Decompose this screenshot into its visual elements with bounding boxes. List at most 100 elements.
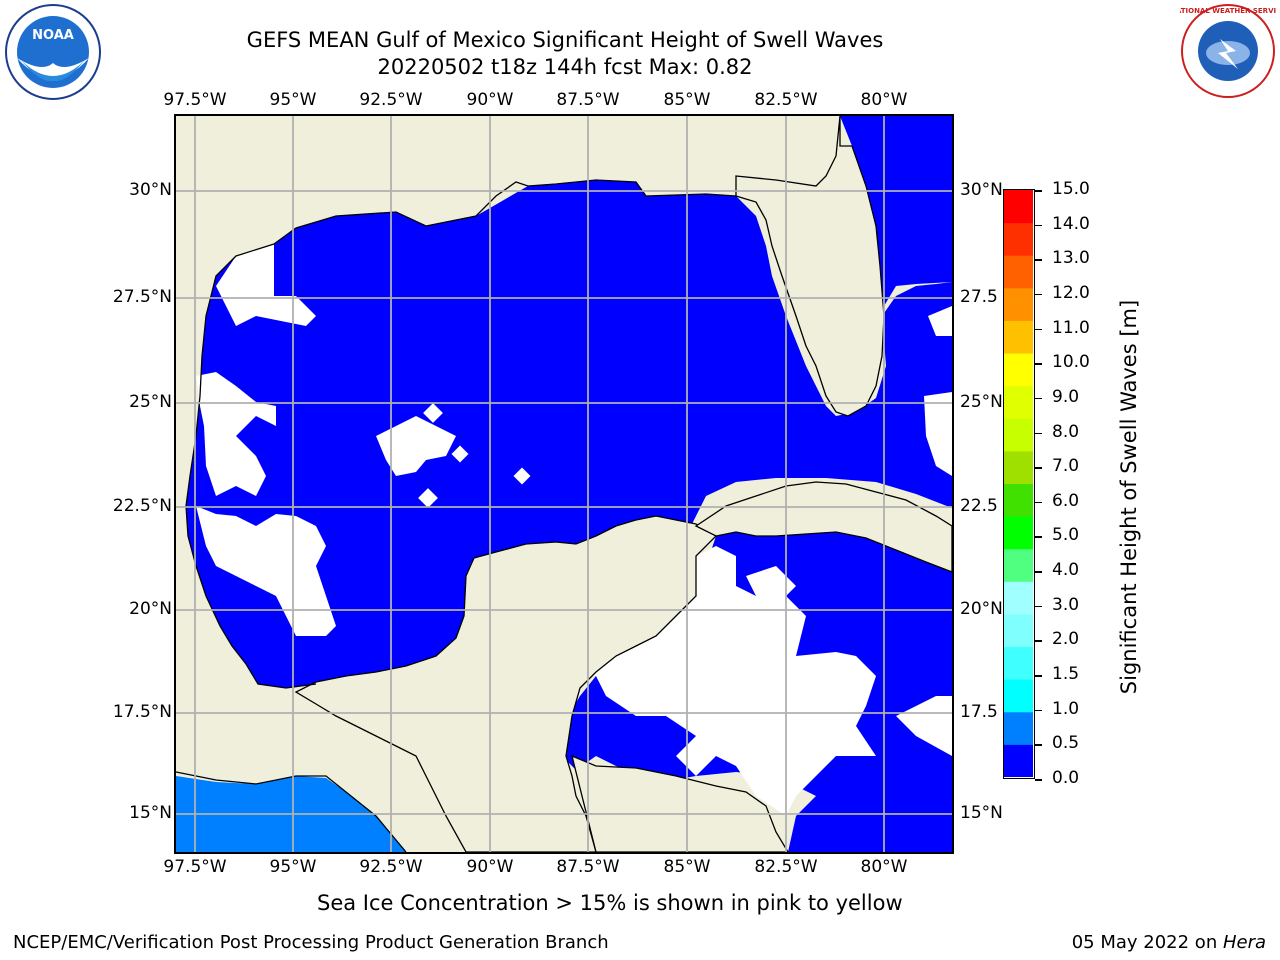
colorbar-tick-mark (1035, 224, 1042, 227)
lon-tick-bottom: 97.5°W (163, 857, 227, 877)
colorbar-tick-label: 1.5 (1052, 664, 1080, 685)
colorbar-tick-mark (1035, 744, 1042, 746)
nws-logo: NATIONAL WEATHER SERVICE (1170, 3, 1280, 99)
colorbar-tick-label: 7.0 (1052, 456, 1080, 477)
svg-text:NATIONAL WEATHER SERVICE: NATIONAL WEATHER SERVICE (1180, 7, 1276, 15)
colorbar-tick-label: 9.0 (1052, 386, 1080, 407)
colorbar-swatch (1004, 450, 1033, 484)
colorbar-swatch (1004, 418, 1033, 452)
lat-tick-left: 17.5°N (112, 702, 172, 722)
gulf-wave-field (186, 180, 952, 688)
lon-tick-bottom: 82.5°W (754, 857, 818, 877)
colorbar-swatch (1004, 483, 1033, 517)
lat-tick-right: 25°N (960, 392, 1003, 412)
colorbar-swatch (1004, 190, 1033, 224)
colorbar-tick-label: 8.0 (1052, 421, 1080, 442)
colorbar-tick-mark (1035, 467, 1042, 469)
colorbar-tick-mark (1035, 293, 1042, 296)
lat-tick-left: 25°N (129, 392, 172, 412)
colorbar-swatch (1004, 679, 1033, 713)
lon-tick-bottom: 95°W (269, 857, 317, 877)
colorbar-swatch (1004, 744, 1033, 778)
colorbar-swatch (1004, 516, 1033, 550)
pacific-coastline (175, 771, 407, 853)
lon-tick-top: 82.5°W (754, 90, 818, 110)
colorbar-tick-mark (1035, 328, 1042, 331)
lat-tick-right: 30°N (960, 180, 1003, 200)
chart-title-line2: 20220502 t18z 144h fcst Max: 0.82 (377, 55, 753, 79)
colorbar-tick-mark (1035, 605, 1042, 608)
colorbar-swatch (1004, 646, 1033, 680)
lat-tick-left: 27.5°N (112, 287, 172, 307)
colorbar-swatch (1004, 222, 1033, 256)
lon-tick-bottom: 90°W (466, 857, 514, 877)
colorbar-tick-mark (1035, 640, 1042, 642)
colorbar-tick-mark (1035, 709, 1042, 712)
footer-left: NCEP/EMC/Verification Post Processing Pr… (13, 932, 609, 953)
colorbar-tick-mark (1035, 779, 1042, 781)
colorbar-tick-label: 3.0 (1052, 594, 1080, 615)
colorbar-swatch (1004, 255, 1033, 289)
colorbar-tick-label: 12.0 (1052, 282, 1090, 303)
colorbar-tick-mark (1035, 675, 1042, 677)
colorbar-tick-mark (1035, 397, 1042, 400)
lon-tick-bottom: 87.5°W (556, 857, 620, 877)
colorbar-tick-label: 1.0 (1052, 698, 1080, 719)
lat-tick-left: 30°N (129, 180, 172, 200)
map-canvas (175, 115, 953, 853)
colorbar-tick-label: 6.0 (1052, 490, 1080, 511)
colorbar-tick-label: 14.0 (1052, 213, 1090, 234)
lat-tick-right: 15°N (960, 803, 1003, 823)
colorbar-tick-label: 5.0 (1052, 525, 1080, 546)
lat-tick-left: 22.5°N (112, 496, 172, 516)
colorbar-swatch (1004, 353, 1033, 387)
chart-title-line1: GEFS MEAN Gulf of Mexico Significant Hei… (246, 28, 884, 52)
lon-tick-top: 92.5°W (359, 90, 423, 110)
yucatan-land (294, 515, 718, 853)
lon-tick-bottom: 80°W (860, 857, 908, 877)
colorbar-swatch (1004, 287, 1033, 321)
colorbar-tick-label: 15.0 (1052, 179, 1090, 199)
lat-tick-right: 20°N (960, 599, 1003, 619)
colorbar-tick-label: 13.0 (1052, 248, 1090, 269)
lon-tick-top: 85°W (663, 90, 711, 110)
colorbar (1003, 189, 1035, 779)
colorbar-swatch (1004, 548, 1033, 582)
colorbar-tick-mark (1035, 259, 1042, 261)
colorbar-tick-mark (1035, 432, 1042, 435)
colorbar-label: Significant Height of Swell Waves [m] (1117, 299, 1141, 695)
colorbar-swatch (1004, 613, 1033, 648)
colorbar-tick-mark (1035, 363, 1042, 365)
lon-tick-top: 87.5°W (556, 90, 620, 110)
lat-tick-left: 20°N (129, 599, 172, 619)
colorbar-swatches (1004, 190, 1033, 778)
noaa-logo: NOAA (4, 3, 102, 101)
graticule (176, 116, 952, 852)
map-panel (174, 114, 954, 854)
colorbar-tick-mark (1035, 536, 1042, 538)
colorbar-tick-label: 2.0 (1052, 629, 1080, 650)
colorbar-swatch (1004, 581, 1033, 615)
lon-tick-top: 97.5°W (163, 90, 227, 110)
lon-tick-top: 95°W (269, 90, 317, 110)
mexico-coastline (185, 243, 317, 689)
colorbar-tick-label: 10.0 (1052, 352, 1090, 373)
footer-date: 05 May 2022 on Hera (1072, 932, 1266, 953)
colorbar-tick-mark (1035, 571, 1042, 573)
colorbar-tick-label: 4.0 (1052, 560, 1080, 581)
colorbar-tick-label: 11.0 (1052, 317, 1090, 338)
colorbar-tick-mark (1035, 501, 1042, 504)
footer-machine: Hera (1222, 932, 1266, 953)
colorbar-tick-mark (1035, 190, 1042, 192)
atlantic-wave-field (840, 116, 952, 306)
lon-tick-bottom: 85°W (663, 857, 711, 877)
lat-tick-right: 22.5 (960, 496, 998, 516)
lat-tick-right: 27.5 (960, 287, 998, 307)
colorbar-swatch (1004, 711, 1033, 745)
lat-tick-right: 17.5 (960, 702, 998, 722)
lon-tick-bottom: 92.5°W (359, 857, 423, 877)
footer-date-text: 05 May 2022 on (1071, 932, 1223, 953)
colorbar-swatch (1004, 320, 1033, 354)
lon-tick-top: 80°W (860, 90, 908, 110)
lat-tick-left: 15°N (129, 803, 172, 823)
